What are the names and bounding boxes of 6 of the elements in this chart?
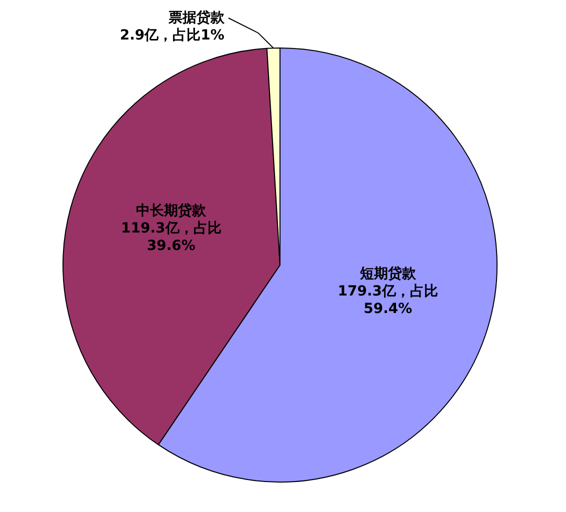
slice-label: 中长期贷款: [136, 202, 208, 220]
slice-label: 短期贷款: [358, 265, 417, 282]
data-label: 179.3亿，占比59.4%: [338, 284, 438, 318]
data-label: 119.3亿，占比39.6%: [121, 220, 222, 254]
slice-label: 票据贷款: [167, 9, 226, 26]
data-label: 2.9亿，占比1%: [120, 28, 224, 44]
